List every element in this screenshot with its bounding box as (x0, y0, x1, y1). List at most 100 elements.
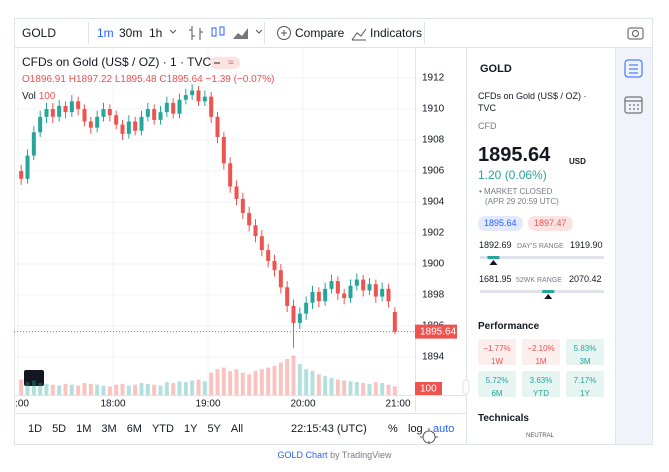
x-tick-label: 19:00 (195, 399, 220, 410)
tech-title: Technicals (478, 413, 529, 424)
candles-icon[interactable] (219, 26, 225, 36)
candle-body (114, 115, 119, 125)
candle-body (285, 287, 290, 306)
calendar-icon[interactable] (624, 96, 643, 114)
high: H1897.22 (68, 74, 113, 85)
wk-range-fill (542, 290, 555, 293)
camera-icon[interactable] (632, 30, 639, 37)
volume-bar (240, 372, 245, 395)
range[interactable]: 5Y (207, 423, 221, 435)
volume-bar (196, 379, 201, 395)
indicators[interactable]: Indicators (370, 26, 423, 40)
area-icon[interactable] (233, 28, 248, 39)
candle-body (329, 281, 334, 289)
wk-low: 1681.95 (479, 274, 512, 284)
candle-body (50, 109, 55, 117)
compare[interactable]: Compare (295, 26, 345, 40)
frame (14, 18, 653, 445)
volume-bar (57, 385, 62, 395)
candle-body (25, 155, 30, 179)
volume-bar (107, 386, 112, 395)
settings-icon[interactable] (420, 428, 438, 444)
details-icon[interactable] (629, 64, 638, 74)
perf-tile: −1.77% 1W (478, 339, 516, 366)
candle-body (215, 116, 220, 137)
candle-body (183, 95, 188, 100)
collapse[interactable] (462, 379, 470, 395)
panel-change: 1.20 (0.06%) (478, 168, 547, 182)
symbol[interactable]: GOLD (22, 26, 57, 40)
candle-body (373, 284, 378, 297)
compare-icon[interactable] (277, 26, 291, 40)
perf-period: 6M (491, 389, 503, 398)
bars-icon[interactable] (189, 26, 203, 40)
volume-bar (310, 371, 315, 395)
range[interactable]: 1D (28, 423, 43, 435)
interval[interactable]: 30m (119, 26, 143, 40)
candle-body (361, 279, 366, 291)
range[interactable]: 3M (101, 423, 117, 435)
calendar-icon[interactable] (625, 100, 642, 110)
chevron[interactable] (169, 29, 177, 34)
camera-icon[interactable] (627, 27, 644, 40)
panel-symbol: GOLD (480, 63, 512, 75)
candle-body (316, 291, 321, 302)
legend-pill[interactable] (210, 57, 240, 69)
range[interactable]: 6M (126, 423, 142, 435)
volume-bar (63, 383, 68, 395)
volume-bar (82, 383, 87, 395)
perf-period: 1W (491, 357, 503, 366)
option[interactable]: auto (433, 423, 455, 435)
candle-body (272, 260, 277, 271)
chevron[interactable] (255, 29, 263, 34)
legend-pill[interactable]: ≈ (228, 58, 234, 69)
last-volume-label: 100 (420, 384, 437, 395)
volume-bar (329, 377, 334, 395)
y-tick-label: 1912 (422, 73, 445, 84)
volume-bar (253, 371, 258, 395)
day-high: 1919.90 (570, 240, 603, 250)
clock: 22:15:43 (UTC) (291, 423, 367, 435)
candle-body (380, 288, 385, 297)
range[interactable]: 5D (52, 423, 67, 435)
status: • MARKET CLOSED (479, 187, 553, 196)
y-tick-label: 1894 (422, 352, 445, 363)
candle-body (101, 109, 106, 117)
candle-body (259, 236, 264, 251)
range[interactable]: All (230, 423, 244, 435)
candle-body (221, 136, 226, 164)
bid: 1895.64 (478, 216, 523, 231)
compare-icon[interactable] (281, 30, 287, 36)
range[interactable]: 1Y (183, 423, 198, 435)
indicators-icon[interactable] (351, 28, 367, 41)
perf-value: 7.17% (573, 376, 597, 385)
candle-body (228, 163, 233, 187)
day-label: DAY'S RANGE (517, 243, 564, 250)
volume-bar (164, 382, 169, 395)
interval[interactable]: 1m (97, 26, 114, 40)
volume-bar (209, 372, 214, 395)
volume-bar (259, 369, 264, 395)
day-range-track (480, 256, 604, 259)
range[interactable]: YTD (151, 423, 174, 435)
wk-range-marker (544, 294, 553, 299)
candle-body (120, 124, 125, 134)
wk-high: 2070.42 (569, 274, 602, 284)
interval[interactable]: 1h (149, 26, 163, 40)
y-tick-label: 1906 (422, 166, 445, 177)
candle-body (145, 109, 150, 117)
footer-link[interactable]: GOLD Chart (277, 450, 328, 460)
tech-rating: NEUTRAL (526, 433, 555, 439)
option[interactable]: log (408, 423, 423, 435)
candles-icon[interactable] (211, 27, 217, 37)
option[interactable]: % (388, 423, 398, 435)
candle-body (392, 311, 397, 332)
x-tick-label: 21:00 (385, 399, 410, 410)
details-icon[interactable] (624, 59, 643, 78)
range[interactable]: 1M (76, 423, 92, 435)
candle-body (386, 288, 391, 302)
volume-bar (342, 380, 347, 395)
plot (14, 48, 415, 395)
panel-kind: CFD (478, 121, 497, 131)
